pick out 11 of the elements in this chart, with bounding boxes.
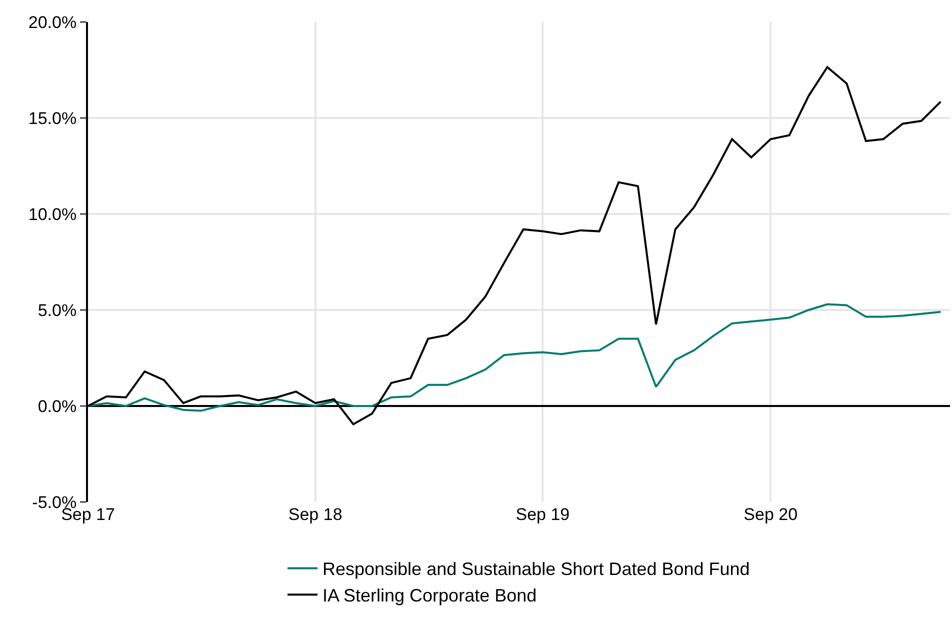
y-tick-label: 0.0% <box>38 396 77 416</box>
y-tick-label: 5.0% <box>38 300 77 320</box>
line-series <box>88 303 942 412</box>
y-tick-label: 10.0% <box>28 204 77 224</box>
x-tick-label: Sep 18 <box>288 505 342 524</box>
x-tick-label: Sep 20 <box>744 505 798 524</box>
legend-label: Responsible and Sustainable Short Dated Bond Fund <box>322 559 750 580</box>
legend-label: IA Sterling Corporate Bond <box>322 586 537 606</box>
y-tick-label: 20.0% <box>28 12 77 32</box>
x-tick-label: Sep 19 <box>516 505 570 524</box>
y-tick-label: 15.0% <box>28 108 77 128</box>
